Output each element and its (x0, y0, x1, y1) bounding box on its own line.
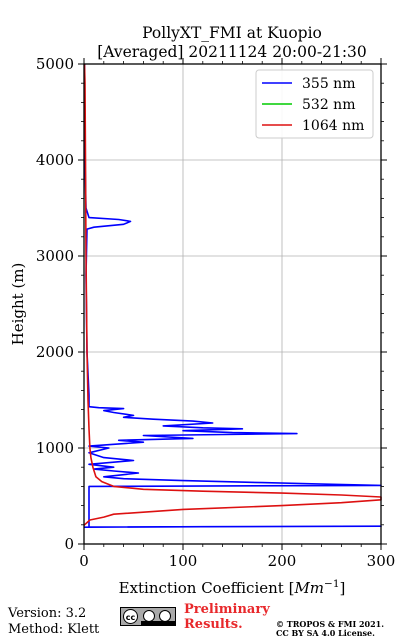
copyright-line-1: © TROPOS & FMI 2021. (276, 619, 385, 629)
y-axis-label: Height (m) (9, 263, 27, 346)
cc-icon: cc (123, 609, 138, 624)
x-tick-label: 300 (367, 552, 396, 570)
preliminary-line-1: Preliminary (184, 602, 270, 617)
cc-license-badge: cc (120, 607, 176, 626)
badge-strip (141, 621, 175, 625)
version-info: Version: 3.2 Method: Klett (8, 606, 99, 638)
chart-subtitle: [Averaged] 20211124 20:00-21:30 (97, 43, 367, 61)
preliminary-notice: Preliminary Results. (184, 602, 270, 632)
x-tick-label: 200 (268, 552, 297, 570)
copyright-notice: © TROPOS & FMI 2021. CC BY SA 4.0 Licens… (276, 620, 384, 638)
x-tick-label: 0 (79, 552, 89, 570)
y-tick-label: 5000 (36, 55, 74, 73)
plot-frame (83, 63, 382, 545)
preliminary-line-2: Results. (184, 617, 243, 632)
chart-title: PollyXT_FMI at Kuopio (142, 24, 322, 42)
legend-label-355: 355 nm (302, 76, 355, 92)
x-axis-label-close: ] (340, 579, 346, 597)
version-text: Version: 3.2 (8, 606, 87, 621)
y-tick-label: 0 (64, 535, 74, 553)
x-axis-label-exponent: −1 (324, 578, 339, 590)
copyright-line-2: CC BY SA 4.0 License. (276, 628, 375, 638)
series-line-1064-nm (83, 63, 382, 526)
y-tick-label: 1000 (36, 439, 74, 457)
x-axis-label-unit: Mm (293, 579, 324, 597)
y-tick-label: 3000 (36, 247, 74, 265)
x-axis-label-text: Extinction Coefficient [ (119, 579, 295, 597)
x-axis-label: Extinction Coefficient [Mm−1] (119, 578, 346, 597)
legend: 355 nm 532 nm 1064 nm (255, 69, 374, 139)
legend-label-1064: 1064 nm (302, 118, 364, 134)
x-tick-label: 100 (169, 552, 198, 570)
y-tick-label: 4000 (36, 151, 74, 169)
method-text: Method: Klett (8, 622, 100, 637)
legend-label-532: 532 nm (302, 97, 355, 113)
y-tick-label: 2000 (36, 343, 74, 361)
series-lines (83, 63, 382, 528)
legend-box (255, 69, 374, 139)
